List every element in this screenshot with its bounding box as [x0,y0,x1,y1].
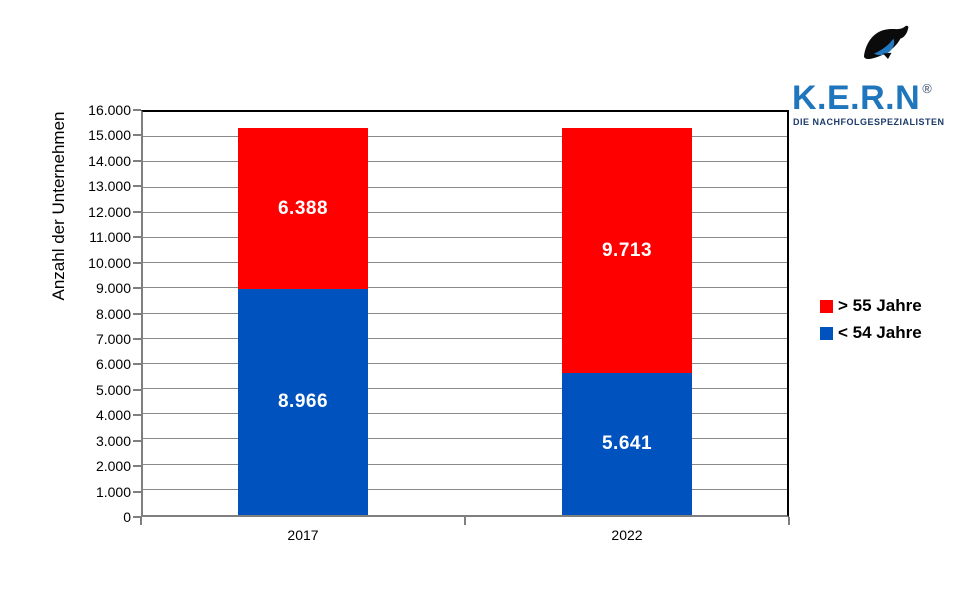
bar-value-label: 9.713 [601,239,653,261]
logo-brand-text: K.E.R.N [792,79,921,117]
bar-segment: 9.713 [562,128,692,373]
y-axis-tick-label: 4.000 [95,407,131,424]
gridline [143,262,787,264]
y-axis-tick [133,414,141,417]
y-axis-tick-label: 7.000 [95,330,131,347]
gridline [143,362,787,364]
gridline [143,236,787,238]
y-axis-tick [133,287,141,290]
y-axis-tick [133,516,141,518]
y-axis-tick [133,490,141,493]
y-axis-tick [133,134,141,137]
y-axis-tick [133,439,141,442]
y-axis-tick-label: 2.000 [95,458,131,475]
kern-logo: K.E.R.N ® DIE NACHFOLGESPEZIALISTEN [792,24,950,127]
y-axis-tick-label: 5.000 [95,381,131,398]
logo-tagline: DIE NACHFOLGESPEZIALISTEN [793,117,945,127]
y-axis-tick [133,363,141,366]
gridline [143,211,787,213]
y-axis-tick [133,261,141,264]
gridline [143,438,787,440]
y-axis-tick [133,312,141,315]
legend: > 55 Jahre < 54 Jahre [820,296,922,350]
bar-value-label: 8.966 [277,391,329,413]
legend-swatch [820,326,833,340]
y-axis-tick-label: 13.000 [88,178,131,195]
y-axis-tick [133,337,141,340]
registered-trademark-icon: ® [922,81,933,96]
y-axis-tick-label: 15.000 [88,127,131,144]
gridline [143,337,787,339]
y-axis-tick-label: 0 [123,509,131,525]
plot-area: 8.966 6.388 5.641 9.713 [141,110,789,517]
gridline [143,388,787,390]
x-axis-tick [140,517,142,525]
gridline [143,413,787,415]
y-axis-tick-label: 8.000 [95,305,131,322]
gridline [143,312,787,314]
bar-value-label: 5.641 [601,432,653,454]
y-axis-tick-label: 9.000 [95,280,131,297]
y-axis-tick-label: 6.000 [95,356,131,373]
y-axis-tick [133,159,141,162]
legend-swatch [820,299,833,313]
y-axis-tick-label: 11.000 [89,229,131,246]
legend-label: < 54 Jahre [838,323,922,342]
x-axis-tick [788,517,790,525]
y-axis-tick [133,388,141,391]
y-axis-tick [133,210,141,213]
logo-brand: K.E.R.N ® [792,81,932,122]
y-axis-tick-label: 10.000 [88,254,131,271]
gridline [143,287,787,289]
x-axis-label: 2017 [287,527,319,543]
y-axis-tick [133,109,141,111]
gridline [143,136,787,138]
bar-segment: 5.641 [562,372,692,515]
y-axis-tick-label: 3.000 [95,432,131,449]
gridline [143,488,787,490]
dolphin-icon [863,25,909,59]
gridline [143,161,787,163]
bar-2022: 5.641 9.713 [562,112,692,515]
bar-segment: 6.388 [238,128,368,290]
y-axis-tick-label: 12.000 [88,203,131,220]
y-axis-tick-label: 14.000 [88,152,131,169]
y-axis-tick [133,185,141,188]
y-axis-tick [133,236,141,239]
x-axis-label: 2022 [611,527,643,543]
legend-item: < 54 Jahre [820,323,922,343]
legend-item: > 55 Jahre [820,296,922,316]
gridline [143,463,787,465]
y-axis-tick-label: 16.000 [88,102,131,118]
x-axis-tick [464,517,466,525]
y-axis-tick [133,465,141,468]
bar-segment: 8.966 [238,289,368,515]
bar-2017: 8.966 6.388 [238,112,368,515]
gridline [143,186,787,188]
bar-value-label: 6.388 [277,197,329,219]
y-axis-tick-label: 1.000 [95,483,131,500]
legend-label: > 55 Jahre [838,296,922,315]
